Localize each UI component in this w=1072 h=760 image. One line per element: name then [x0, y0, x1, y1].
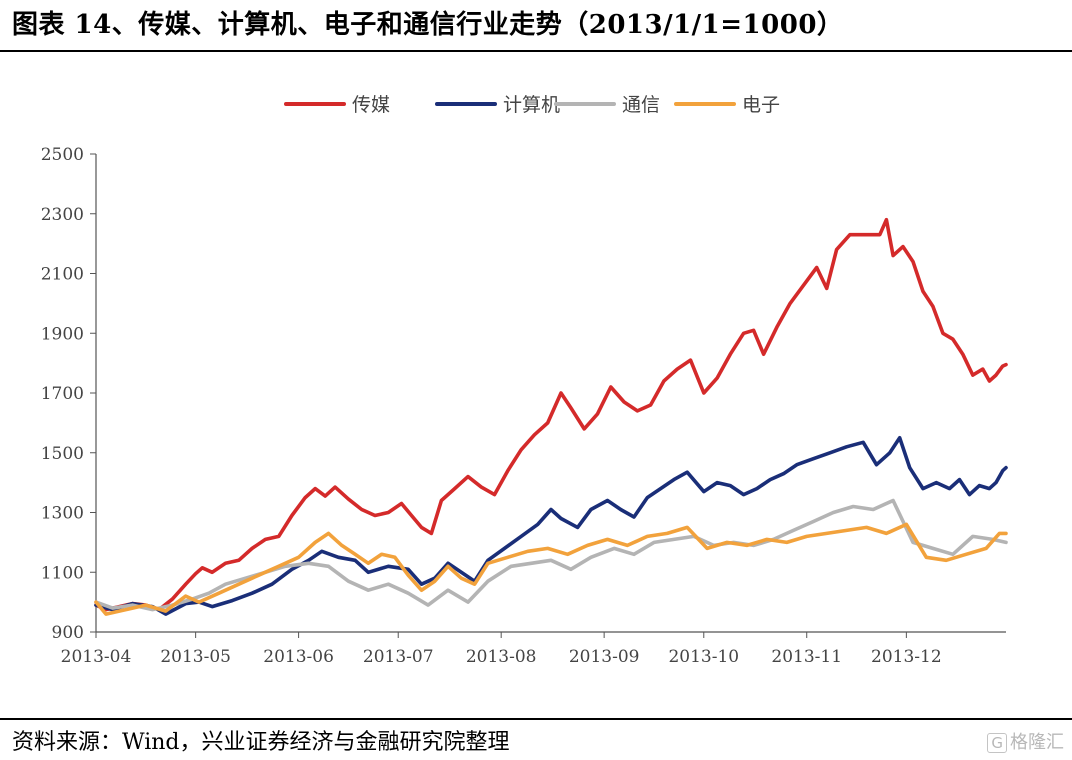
chart-legend: 传媒 计算机 通信 电子	[284, 94, 780, 116]
source-note: 资料来源：Wind，兴业证券经济与金融研究院整理	[12, 730, 510, 755]
y-tick-label: 1500	[41, 444, 84, 464]
top-rule	[0, 50, 1072, 52]
x-tick-label: 2013-06	[263, 647, 334, 667]
y-tick-label: 2100	[41, 265, 84, 285]
legend-label: 传媒	[352, 94, 390, 116]
y-axis: 900 1100 1300 1500 1700 1900 2100 2300 2500	[41, 145, 97, 643]
x-tick-label: 2013-07	[363, 647, 434, 667]
legend-label: 通信	[622, 94, 660, 116]
series-line	[94, 522, 1008, 616]
y-tick-label: 2300	[41, 205, 84, 225]
y-tick-label: 1100	[41, 563, 84, 583]
legend-label: 计算机	[503, 94, 560, 116]
y-tick-label: 1700	[41, 384, 84, 404]
watermark-logo-icon: G	[987, 733, 1007, 753]
y-tick-label: 1300	[41, 504, 84, 524]
series-line	[94, 498, 1008, 612]
x-tick-label: 2013-12	[871, 647, 942, 667]
chart-title: 图表 14、传媒、计算机、电子和通信行业走势（2013/1/1=1000）	[12, 10, 844, 40]
y-tick-label: 900	[52, 623, 84, 643]
watermark: G 格隆汇	[987, 728, 1064, 754]
series-line	[94, 217, 1008, 612]
plot-area	[94, 217, 1008, 616]
legend-label: 电子	[742, 94, 780, 116]
y-tick-label: 1900	[41, 324, 84, 344]
x-tick-label: 2013-10	[668, 647, 739, 667]
x-tick-label: 2013-11	[771, 647, 842, 667]
x-tick-label: 2013-09	[569, 647, 640, 667]
watermark-text: 格隆汇	[1010, 732, 1064, 753]
bottom-rule	[0, 718, 1072, 720]
x-axis: 2013-04 2013-05 2013-06 2013-07 2013-08 2013-…	[61, 631, 1006, 667]
x-tick-label: 2013-04	[61, 647, 132, 667]
series-line	[94, 436, 1008, 616]
y-tick-label: 2500	[41, 145, 84, 165]
line-chart: 传媒 计算机 通信 电子 900 1100 1300 1500 1700 1900 2100 230…	[41, 94, 1008, 667]
x-tick-label: 2013-05	[160, 647, 231, 667]
x-tick-label: 2013-08	[466, 647, 537, 667]
